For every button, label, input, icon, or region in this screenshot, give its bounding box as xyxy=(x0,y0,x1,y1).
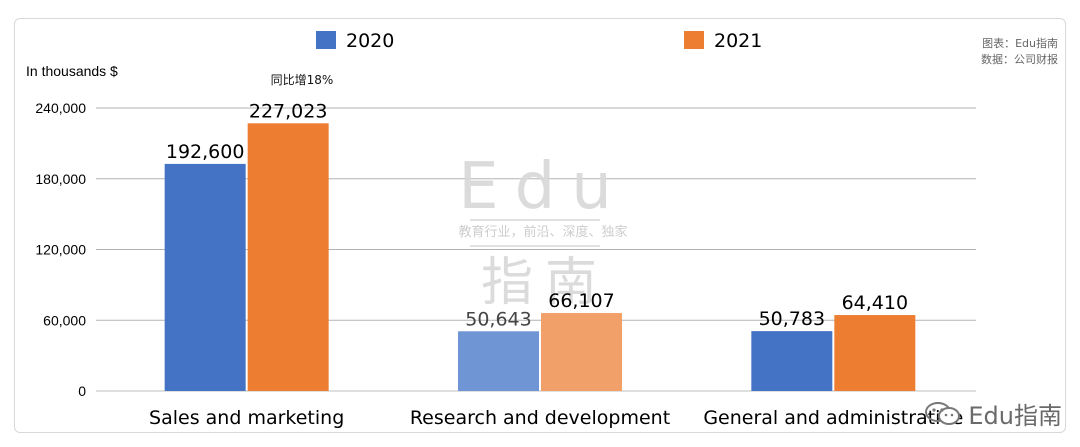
watermark-edu: Edu xyxy=(458,150,628,224)
source-line-chart: 图表：Edu指南 xyxy=(982,37,1058,50)
y-tick-label: 120,000 xyxy=(35,242,86,258)
bar-2020-1 xyxy=(458,331,539,391)
data-label: 50,783 xyxy=(759,308,825,330)
bar-2021-2 xyxy=(834,315,916,391)
x-category-label: General and administrative xyxy=(703,407,963,429)
y-axis-label: In thousands $ xyxy=(26,63,118,79)
watermark-zh: 指南 xyxy=(481,253,609,313)
data-label: 50,643 xyxy=(465,308,531,330)
y-axis-ticks: 0 60,000 120,000 180,000 240,000 xyxy=(35,100,86,399)
bar-2020-2 xyxy=(751,331,833,391)
x-category-label: Research and development xyxy=(410,407,670,429)
data-label: 64,410 xyxy=(842,292,908,314)
source-note: 图表：Edu指南 数据：公司财报 xyxy=(981,36,1058,68)
wechat-icon xyxy=(924,401,962,427)
y-tick-label: 240,000 xyxy=(35,100,86,116)
y-tick-label: 60,000 xyxy=(43,312,86,328)
watermark-tagline: 教育行业，前沿、深度、独家 xyxy=(458,224,627,240)
legend-label: 2021 xyxy=(714,30,762,52)
legend-swatch-2021 xyxy=(684,31,704,49)
corner-brand-text: Edu指南 xyxy=(968,402,1062,430)
bar-2021-0 xyxy=(247,123,329,391)
bar-2020-0 xyxy=(164,163,246,391)
data-label: 227,023 xyxy=(249,100,328,122)
x-category-label: Sales and marketing xyxy=(149,407,344,429)
legend-swatch-2020 xyxy=(316,31,336,49)
bar-2021-1 xyxy=(541,313,622,391)
data-label: 66,107 xyxy=(548,290,614,312)
bars xyxy=(164,123,916,391)
data-label: 192,600 xyxy=(166,141,245,163)
legend: 2020 2021 xyxy=(316,30,762,52)
source-line-data: 数据：公司财报 xyxy=(981,53,1058,66)
y-tick-label: 180,000 xyxy=(35,171,86,187)
legend-label: 2020 xyxy=(346,30,394,52)
x-axis-categories: Sales and marketing Research and developm… xyxy=(149,407,963,429)
y-tick-label: 0 xyxy=(78,383,86,399)
watermark: Edu 教育行业，前沿、深度、独家 指南 xyxy=(458,150,628,313)
growth-annotation: 同比增18% xyxy=(271,73,334,87)
corner-brand: Edu指南 xyxy=(924,396,1062,431)
